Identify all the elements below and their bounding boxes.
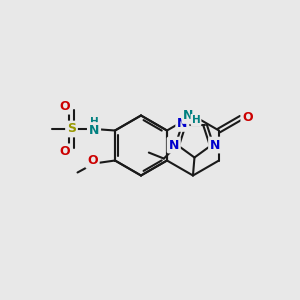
Text: O: O (87, 154, 98, 167)
Text: N: N (177, 117, 188, 130)
Text: H: H (192, 115, 200, 125)
Text: N: N (89, 124, 99, 137)
Text: N: N (210, 139, 220, 152)
Text: N: N (169, 139, 179, 152)
Text: O: O (242, 111, 253, 124)
Text: O: O (60, 145, 70, 158)
Text: N: N (183, 109, 194, 122)
Text: O: O (60, 100, 70, 113)
Text: H: H (90, 117, 98, 128)
Text: S: S (67, 122, 76, 136)
